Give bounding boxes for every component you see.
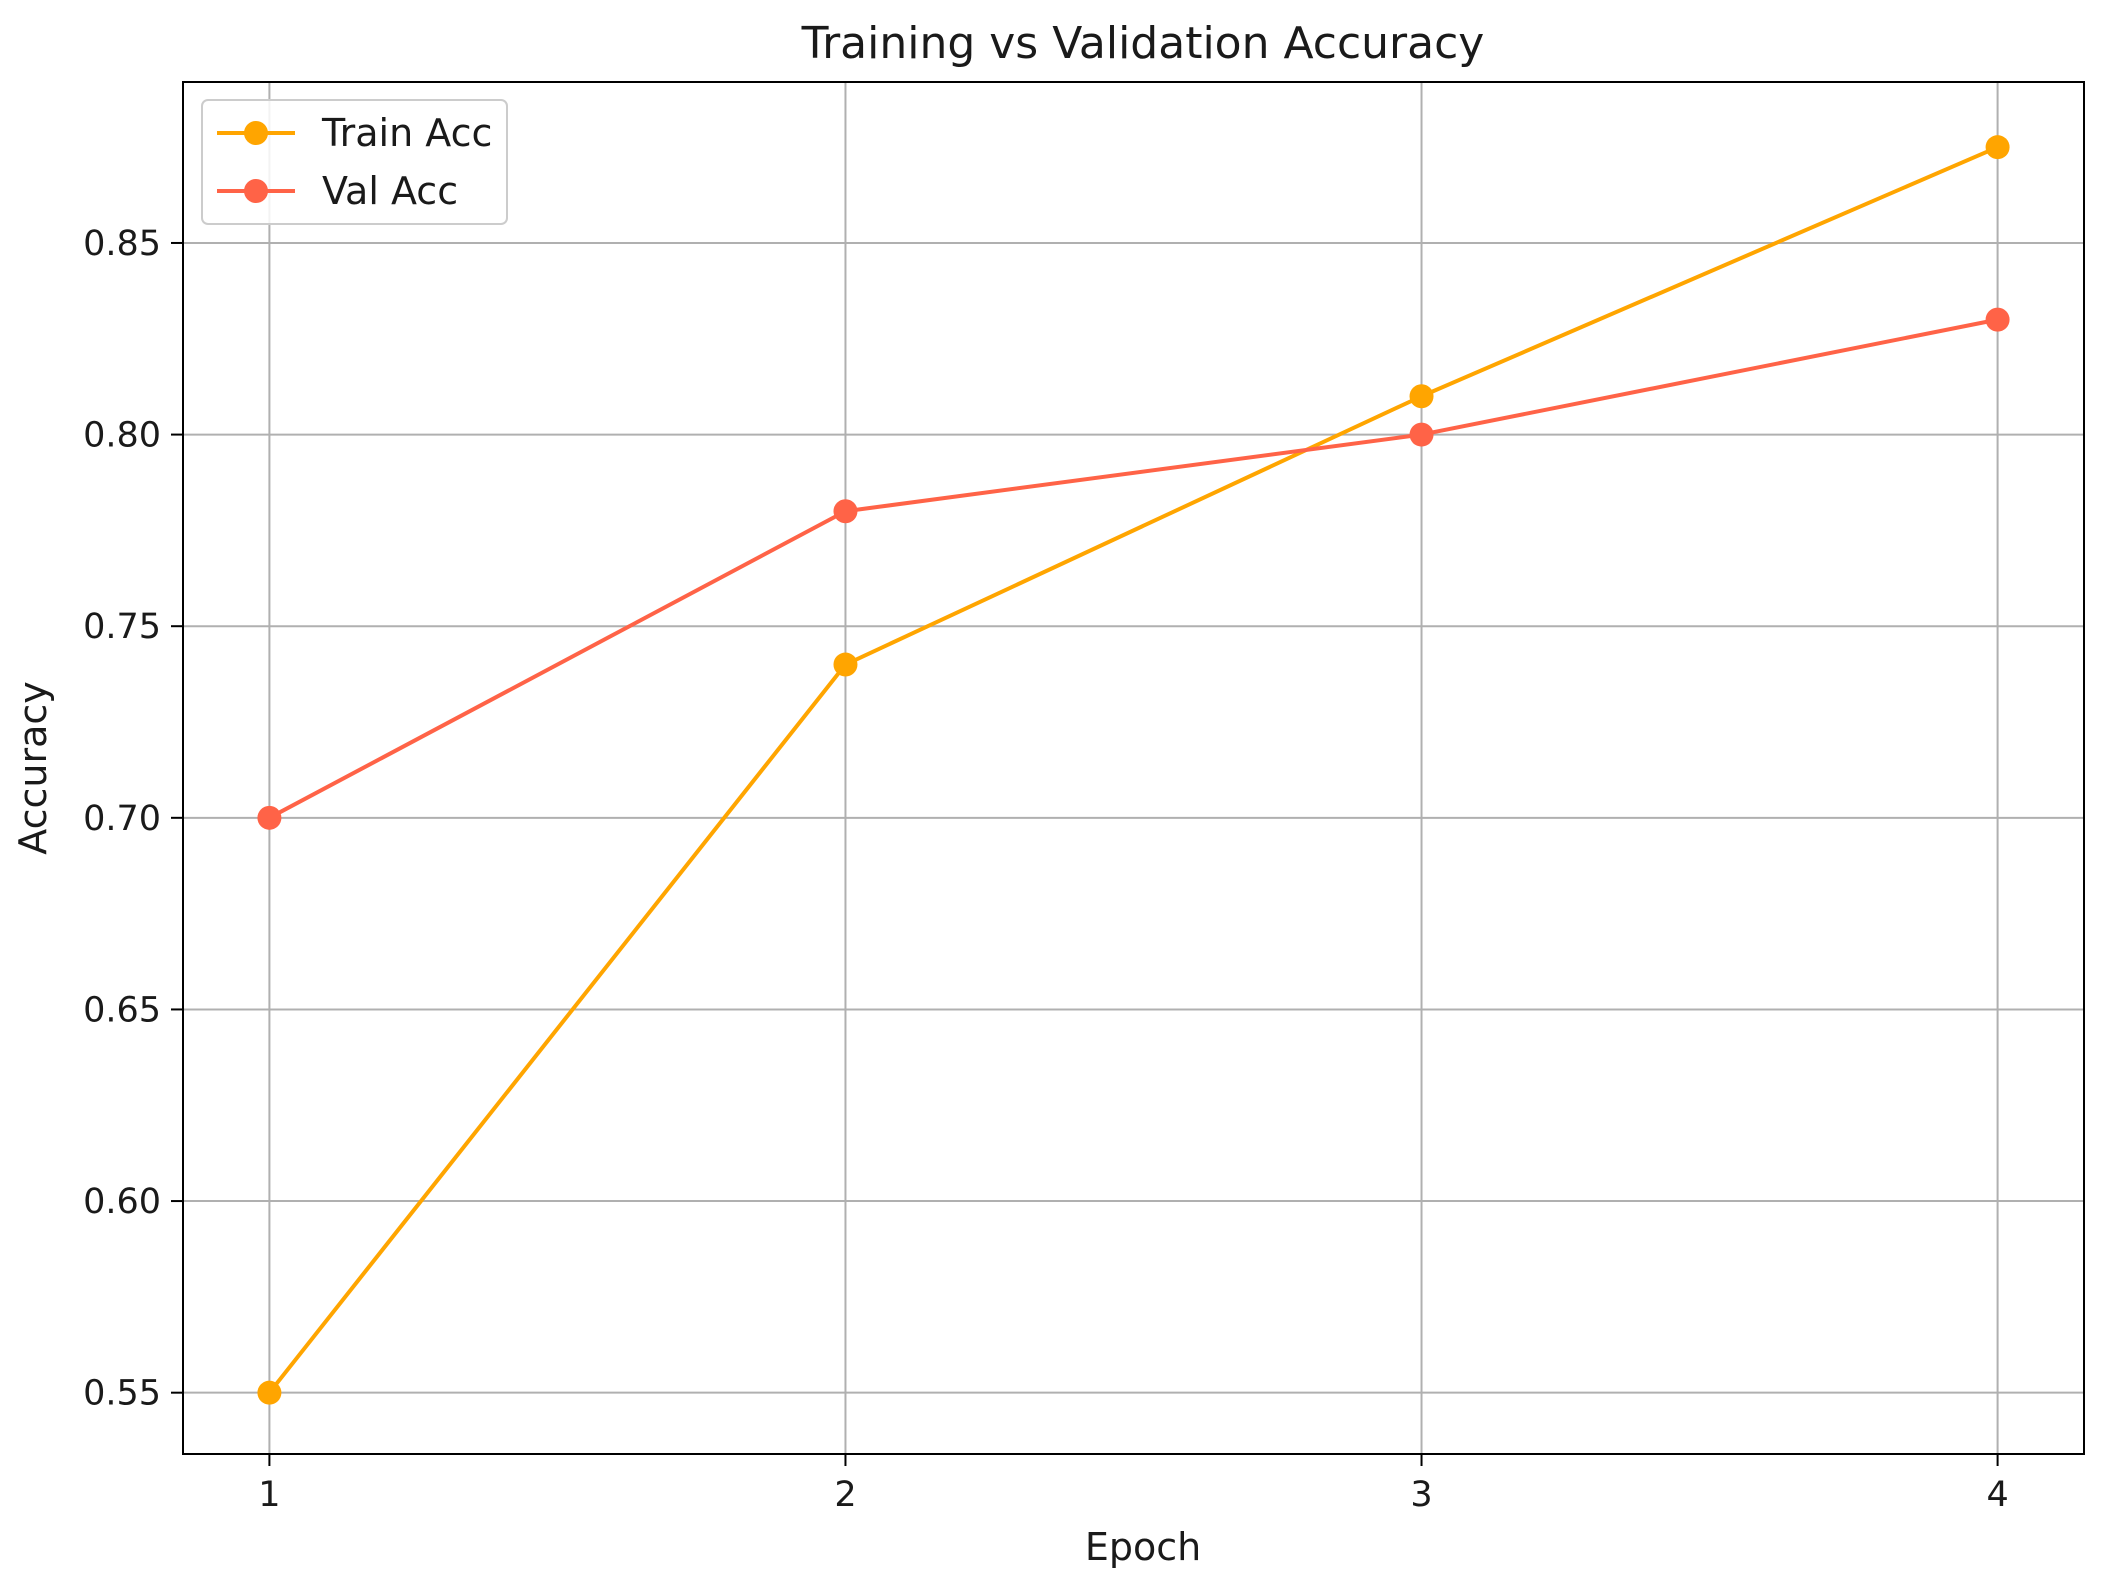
series-layer xyxy=(257,135,2010,1405)
legend: Train Acc Val Acc xyxy=(201,99,508,225)
legend-marker-val-acc xyxy=(244,179,268,203)
data-point-train-acc xyxy=(257,1380,282,1405)
legend-label-val-acc: Val Acc xyxy=(322,169,458,213)
grid xyxy=(183,82,2084,1454)
data-point-train-acc xyxy=(1985,135,2010,160)
y-tick-label: 0.55 xyxy=(83,1374,161,1414)
data-point-train-acc xyxy=(833,652,858,677)
y-tick-label: 0.80 xyxy=(83,416,161,456)
data-point-val-acc xyxy=(833,499,858,524)
legend-label-train-acc: Train Acc xyxy=(321,111,492,155)
chart-title: Training vs Validation Accuracy xyxy=(801,18,1485,69)
x-axis-ticks: 1 2 3 4 xyxy=(258,1454,2009,1515)
x-axis-label: Epoch xyxy=(1085,1525,1201,1569)
legend-marker-train-acc xyxy=(244,121,268,145)
series-line-train-acc xyxy=(267,145,1999,1394)
data-point-val-acc xyxy=(1985,307,2010,332)
y-tick-label: 0.85 xyxy=(83,224,161,264)
y-axis-label: Accuracy xyxy=(11,681,55,855)
series-line-val-acc xyxy=(268,317,1998,820)
x-tick-label: 2 xyxy=(834,1475,856,1515)
y-tick-label: 0.60 xyxy=(83,1182,161,1222)
data-point-val-acc xyxy=(1409,422,1434,447)
data-point-train-acc xyxy=(1409,384,1434,409)
x-tick-label: 4 xyxy=(1986,1475,2008,1515)
data-point-val-acc xyxy=(257,805,282,830)
y-tick-label: 0.75 xyxy=(83,607,161,647)
y-tick-label: 0.70 xyxy=(83,799,161,839)
y-axis-ticks: 0.55 0.60 0.65 0.70 0.75 0.80 0.85 xyxy=(83,224,183,1414)
plot-frame xyxy=(182,81,2085,1455)
y-tick-label: 0.65 xyxy=(83,990,161,1030)
x-tick-label: 3 xyxy=(1410,1475,1432,1515)
x-tick-label: 1 xyxy=(258,1475,280,1515)
